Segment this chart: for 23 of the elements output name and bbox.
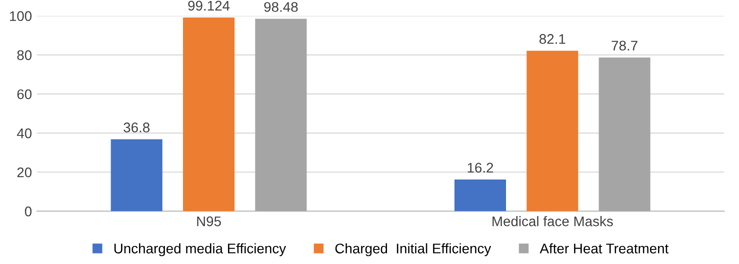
bar	[454, 180, 506, 212]
bar	[182, 18, 235, 212]
data-label: 99.124	[188, 0, 230, 11]
bar	[598, 57, 650, 212]
legend-label: Charged Initial Efficiency	[335, 243, 492, 256]
data-label: 82.1	[539, 34, 566, 44]
y-tick-label: 40	[16, 128, 32, 138]
legend-label: Uncharged media Efficiency	[114, 243, 286, 256]
x-tick-label: N95	[197, 216, 221, 226]
bar	[255, 18, 307, 212]
bar	[110, 139, 162, 212]
x-tick-label: Medical face Masks	[492, 216, 613, 226]
y-tick-label: 0	[24, 206, 32, 216]
y-tick-label: 20	[17, 167, 32, 178]
y-tick-label: 100	[10, 11, 32, 22]
data-label: 36.8	[124, 122, 150, 132]
data-label: 98.48	[264, 2, 298, 12]
y-tick-label: 80	[17, 50, 32, 60]
legend-label: After Heat Treatment	[540, 243, 669, 254]
y-tick-label: 60	[17, 89, 32, 100]
data-label: 16.2	[468, 162, 494, 173]
data-label: 78.7	[612, 40, 638, 51]
bar	[526, 50, 578, 212]
